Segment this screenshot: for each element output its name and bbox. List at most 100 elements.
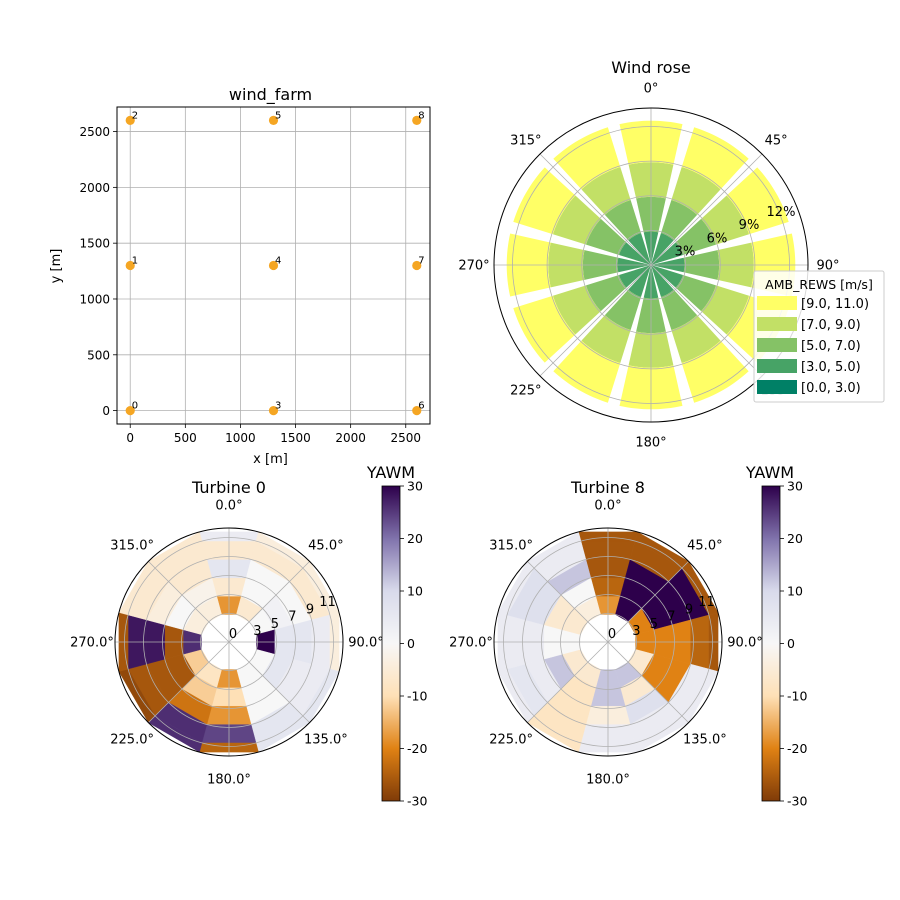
colorbar-tick-label: -30 bbox=[407, 794, 427, 809]
wind-farm-ytick-label: 2500 bbox=[79, 125, 110, 139]
colorbar-tick-label: -20 bbox=[787, 741, 807, 756]
wind-rose-bar bbox=[604, 200, 641, 241]
wind-rose-bar bbox=[628, 265, 651, 297]
wind-farm-xtick-label: 500 bbox=[174, 431, 197, 445]
colorbar bbox=[761, 485, 781, 802]
wind-farm-ytick-label: 2000 bbox=[79, 181, 110, 195]
wind-rose-bar bbox=[726, 167, 789, 235]
wind-rose-bar bbox=[619, 242, 651, 265]
wind-rose-bar bbox=[671, 166, 721, 215]
wind-farm-chart: wind_farm x [m] y [m] 0 500 1000 1500 2000 25… bbox=[49, 85, 431, 467]
wind-rose-legend-swatch bbox=[757, 380, 797, 394]
wind-farm-ytick-label: 1000 bbox=[79, 292, 110, 306]
wind-rose-bar bbox=[553, 340, 621, 403]
wind-farm-ytick-label: 1500 bbox=[79, 237, 110, 251]
polar-radial-label: 0 bbox=[229, 627, 237, 642]
turbine-marker bbox=[268, 260, 279, 271]
colorbar-tick-label: 20 bbox=[787, 531, 803, 546]
polar-angle-label: 0.0° bbox=[215, 499, 242, 514]
wind-rose-angle-label: 0° bbox=[644, 82, 659, 97]
wind-rose-bar bbox=[675, 275, 716, 312]
wind-rose-bar bbox=[513, 295, 576, 363]
wind-farm-xtick-label: 1500 bbox=[280, 431, 311, 445]
turbine-0-colorbar-label: YAWM bbox=[366, 463, 415, 482]
wind-rose-chart: Wind rose 0°45°90°135°180°225°270°315°3%… bbox=[458, 58, 885, 451]
wind-rose-radial-label: 12% bbox=[767, 205, 796, 220]
colorbar bbox=[381, 485, 401, 802]
wind-rose-angle-label: 315° bbox=[510, 133, 541, 148]
turbine-marker bbox=[125, 260, 135, 271]
wind-farm-title: wind_farm bbox=[229, 85, 312, 105]
wind-rose-bar bbox=[675, 218, 716, 255]
wind-farm-xtick-label: 2000 bbox=[335, 431, 366, 445]
wind-rose-angle-label: 225° bbox=[510, 384, 541, 399]
wind-rose-radial-label: 9% bbox=[739, 218, 760, 233]
wind-rose-spoke bbox=[539, 153, 652, 266]
wind-rose-angle-label: 45° bbox=[765, 133, 788, 148]
polar-spoke bbox=[148, 561, 230, 643]
wind-farm-ylabel: y [m] bbox=[49, 249, 64, 284]
wind-farm-xtick-label: 1000 bbox=[225, 431, 256, 445]
wind-rose-legend-title: AMB_REWS [m/s] bbox=[765, 277, 873, 292]
wind-farm-xlabel: x [m] bbox=[253, 452, 288, 467]
polar-radial-label: 7 bbox=[667, 610, 675, 625]
wind-rose-bar bbox=[661, 200, 698, 241]
wind-rose-radial-label: 6% bbox=[707, 231, 728, 246]
wind-rose-radial-label: 3% bbox=[675, 245, 696, 260]
polar-radial-label: 3 bbox=[253, 624, 261, 639]
polar-spoke bbox=[148, 641, 230, 723]
turbine-marker bbox=[125, 406, 135, 416]
turbine-label: 6 bbox=[418, 401, 424, 412]
polar-angle-label: 225.0° bbox=[110, 732, 154, 747]
wind-rose-legend-label: [9.0, 11.0) bbox=[801, 297, 869, 312]
wind-rose-angle-label: 270° bbox=[458, 259, 489, 274]
polar-angle-label: 45.0° bbox=[308, 539, 343, 554]
turbine-0-title: Turbine 0 bbox=[191, 478, 266, 497]
wind-rose-bar bbox=[552, 195, 601, 245]
colorbar-tick-label: -10 bbox=[407, 689, 427, 704]
turbine-label: 3 bbox=[275, 401, 281, 412]
colorbar-tick-label: 0 bbox=[407, 636, 415, 651]
polar-angle-label: 270.0° bbox=[70, 636, 114, 651]
turbine-marker bbox=[412, 406, 422, 416]
polar-spoke bbox=[527, 561, 609, 643]
wind-farm-frame bbox=[116, 106, 431, 425]
wind-rose-bar bbox=[681, 340, 749, 403]
polar-radial-label: 11 bbox=[698, 595, 715, 610]
polar-spoke bbox=[527, 641, 609, 723]
wind-rose-bar bbox=[586, 275, 627, 312]
polar-angle-label: 135.0° bbox=[304, 732, 348, 747]
wind-rose-angle-label: 180° bbox=[635, 436, 666, 451]
wind-rose-legend-label: [0.0, 3.0) bbox=[801, 381, 861, 396]
polar-spoke bbox=[607, 641, 689, 723]
wind-rose-bar bbox=[701, 285, 750, 335]
wind-rose-bar bbox=[701, 195, 750, 245]
polar-angle-label: 270.0° bbox=[449, 636, 493, 651]
turbine-8-chart: Turbine 8 YAWM 0.0° 45.0° 90.0° 135.0° 180.0… bbox=[449, 463, 807, 809]
wind-farm-xtick-label: 2500 bbox=[390, 431, 421, 445]
wind-rose-bar bbox=[681, 127, 749, 190]
polar-radial-label: 7 bbox=[288, 610, 296, 625]
turbine-marker bbox=[268, 406, 279, 416]
wind-rose-legend-label: [3.0, 5.0) bbox=[801, 360, 861, 375]
colorbar-tick-label: 20 bbox=[407, 531, 423, 546]
turbine-label: 4 bbox=[275, 256, 281, 267]
wind-rose-angle-label: 90° bbox=[816, 259, 839, 274]
wind-rose-legend-label: [7.0, 9.0) bbox=[801, 318, 861, 333]
polar-angle-label: 180.0° bbox=[207, 773, 251, 788]
turbine-8-colorbar-label: YAWM bbox=[745, 463, 794, 482]
polar-radial-label: 9 bbox=[685, 602, 693, 617]
wind-rose-legend-swatch bbox=[757, 296, 797, 310]
wind-rose-bar bbox=[619, 265, 651, 288]
wind-rose-bar bbox=[651, 233, 674, 265]
polar-angle-label: 135.0° bbox=[683, 732, 727, 747]
turbine-marker bbox=[125, 115, 135, 125]
wind-rose-frame bbox=[493, 107, 809, 423]
turbine-8-title: Turbine 8 bbox=[570, 478, 645, 497]
polar-angle-label: 90.0° bbox=[348, 636, 383, 651]
wind-rose-legend-label: [5.0, 7.0) bbox=[801, 339, 861, 354]
turbine-label: 7 bbox=[418, 256, 424, 267]
polar-angle-label: 45.0° bbox=[687, 539, 722, 554]
wind-rose-bar bbox=[628, 233, 651, 265]
